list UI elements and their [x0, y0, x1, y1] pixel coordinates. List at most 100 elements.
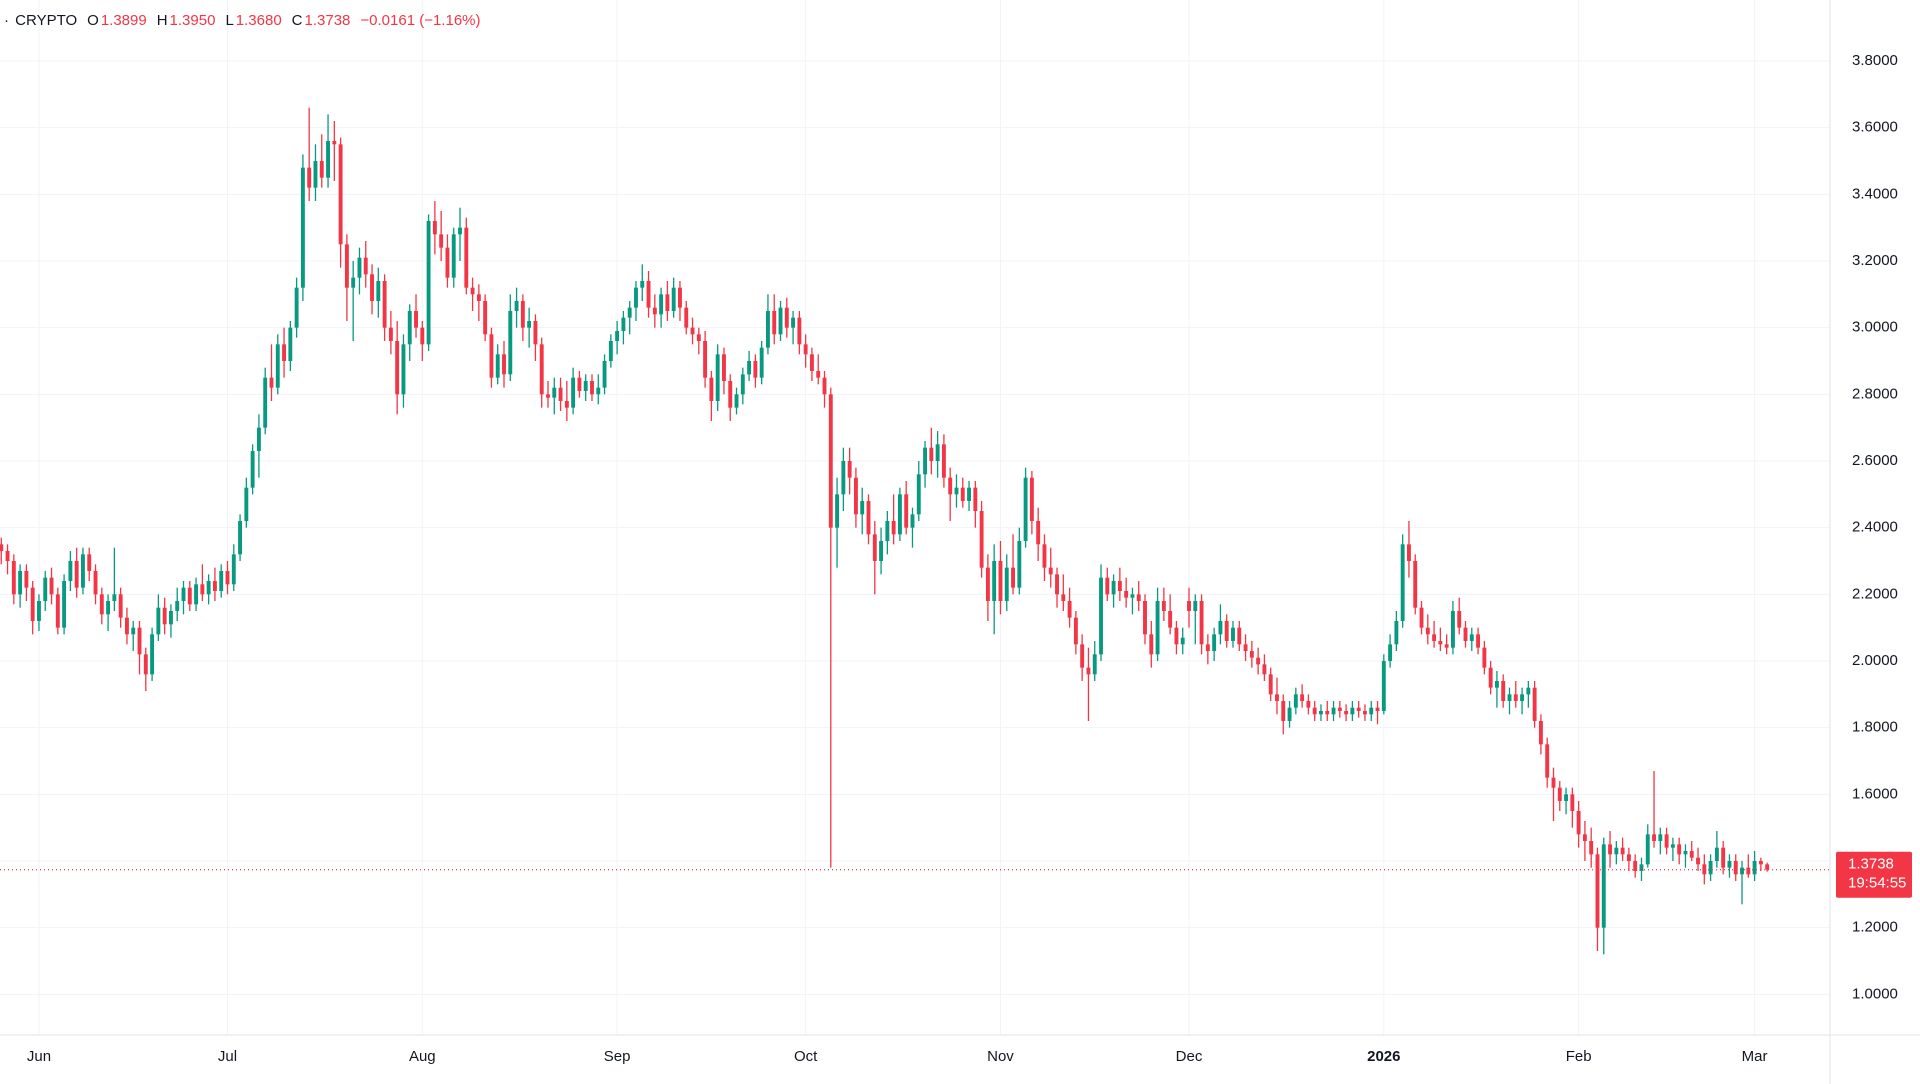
candle-body	[401, 344, 406, 395]
y-tick-label: 1.6000	[1852, 785, 1898, 802]
candle-body	[1331, 707, 1336, 715]
candle-body	[1419, 607, 1424, 628]
candle-body	[992, 561, 997, 601]
candle-body	[1677, 844, 1682, 855]
candle-body	[1312, 707, 1317, 715]
candle-body	[916, 474, 921, 515]
candle-body	[256, 427, 261, 451]
candle-body	[885, 521, 890, 541]
candle-body	[747, 361, 752, 375]
candle-body	[539, 344, 544, 395]
candle-body	[1476, 634, 1481, 648]
candle-body	[765, 311, 770, 348]
candle-body	[1080, 644, 1085, 668]
candle-body	[879, 541, 884, 561]
candle-body	[753, 361, 758, 378]
candle-body	[1589, 841, 1594, 855]
y-tick-label: 3.0000	[1852, 319, 1898, 336]
candle-body	[715, 354, 720, 401]
candle-body	[678, 287, 682, 308]
candle-body	[1564, 794, 1569, 801]
x-tick-label: Jun	[27, 1048, 51, 1065]
candle-body	[948, 477, 953, 495]
candle-body	[1017, 541, 1022, 588]
candle-body	[489, 334, 494, 378]
candle-body	[187, 587, 192, 605]
candle-body	[269, 377, 274, 388]
candle-body	[1413, 561, 1418, 608]
candle-body	[1400, 544, 1405, 621]
candle-body	[583, 381, 588, 391]
candle-body	[828, 394, 833, 528]
candle-body	[1670, 844, 1675, 848]
ohlc-value: 1.3680	[235, 12, 282, 29]
candle-body	[1256, 657, 1261, 665]
candle-body	[1689, 851, 1694, 858]
candle-body	[1325, 711, 1330, 715]
candle-body	[1394, 621, 1399, 645]
candle-body	[1664, 834, 1669, 848]
candle-body	[684, 307, 689, 328]
candle-body	[288, 327, 293, 361]
candle-body	[703, 341, 708, 378]
candle-body	[1180, 637, 1185, 645]
candle-body	[206, 581, 211, 595]
candle-body	[1595, 854, 1600, 928]
candle-body	[652, 307, 657, 315]
candle-body	[1407, 544, 1411, 561]
candle-body	[1608, 844, 1612, 855]
candle-body	[68, 561, 73, 581]
candle-body	[143, 654, 148, 675]
candle-body	[294, 287, 299, 328]
x-tick-label: Mar	[1742, 1048, 1768, 1065]
ohlc-value: 1.3899	[100, 12, 147, 29]
candle-body	[200, 584, 205, 595]
candle-body	[1438, 641, 1443, 645]
grid	[0, 0, 1830, 1035]
candle-body	[24, 571, 29, 588]
candle-body	[1714, 847, 1719, 861]
candle-body	[1614, 847, 1619, 855]
candle-body	[722, 354, 726, 381]
candle-body	[1187, 601, 1191, 611]
candle-body	[1061, 594, 1066, 601]
candle-body	[156, 607, 161, 635]
x-tick-label: 2026	[1367, 1048, 1400, 1065]
candle-body	[62, 581, 67, 628]
candle-body	[640, 281, 645, 288]
candle-body	[872, 534, 877, 561]
candle-body	[162, 607, 167, 625]
candle-body	[388, 327, 393, 341]
candle-body	[1337, 707, 1342, 711]
candle-body	[502, 354, 506, 375]
symbol: CRYPTO	[15, 12, 78, 29]
x-tick-label: Nov	[987, 1048, 1014, 1065]
candle-body	[1161, 601, 1166, 611]
candle-body	[1105, 577, 1110, 595]
candle-body	[809, 354, 814, 371]
candle-body	[910, 514, 915, 528]
candle-body	[1557, 787, 1562, 801]
candle-body	[1243, 644, 1248, 651]
candle-body	[1696, 857, 1700, 865]
dot: ·	[4, 12, 14, 29]
candles	[0, 107, 1830, 955]
candle-body	[734, 394, 739, 408]
candle-body	[275, 344, 280, 388]
candle-body	[1004, 567, 1009, 601]
ohlc-key: H	[156, 12, 168, 29]
candle-body	[307, 167, 312, 188]
candle-body	[533, 321, 538, 345]
candle-body	[1136, 594, 1141, 601]
candle-body	[1532, 687, 1537, 721]
candle-body	[904, 494, 909, 528]
x-tick-label: Dec	[1176, 1048, 1203, 1065]
candle-body	[1099, 577, 1103, 655]
candle-body	[175, 601, 180, 611]
candle-body	[1601, 844, 1606, 928]
candle-body	[470, 287, 475, 295]
candle-body	[11, 561, 16, 595]
